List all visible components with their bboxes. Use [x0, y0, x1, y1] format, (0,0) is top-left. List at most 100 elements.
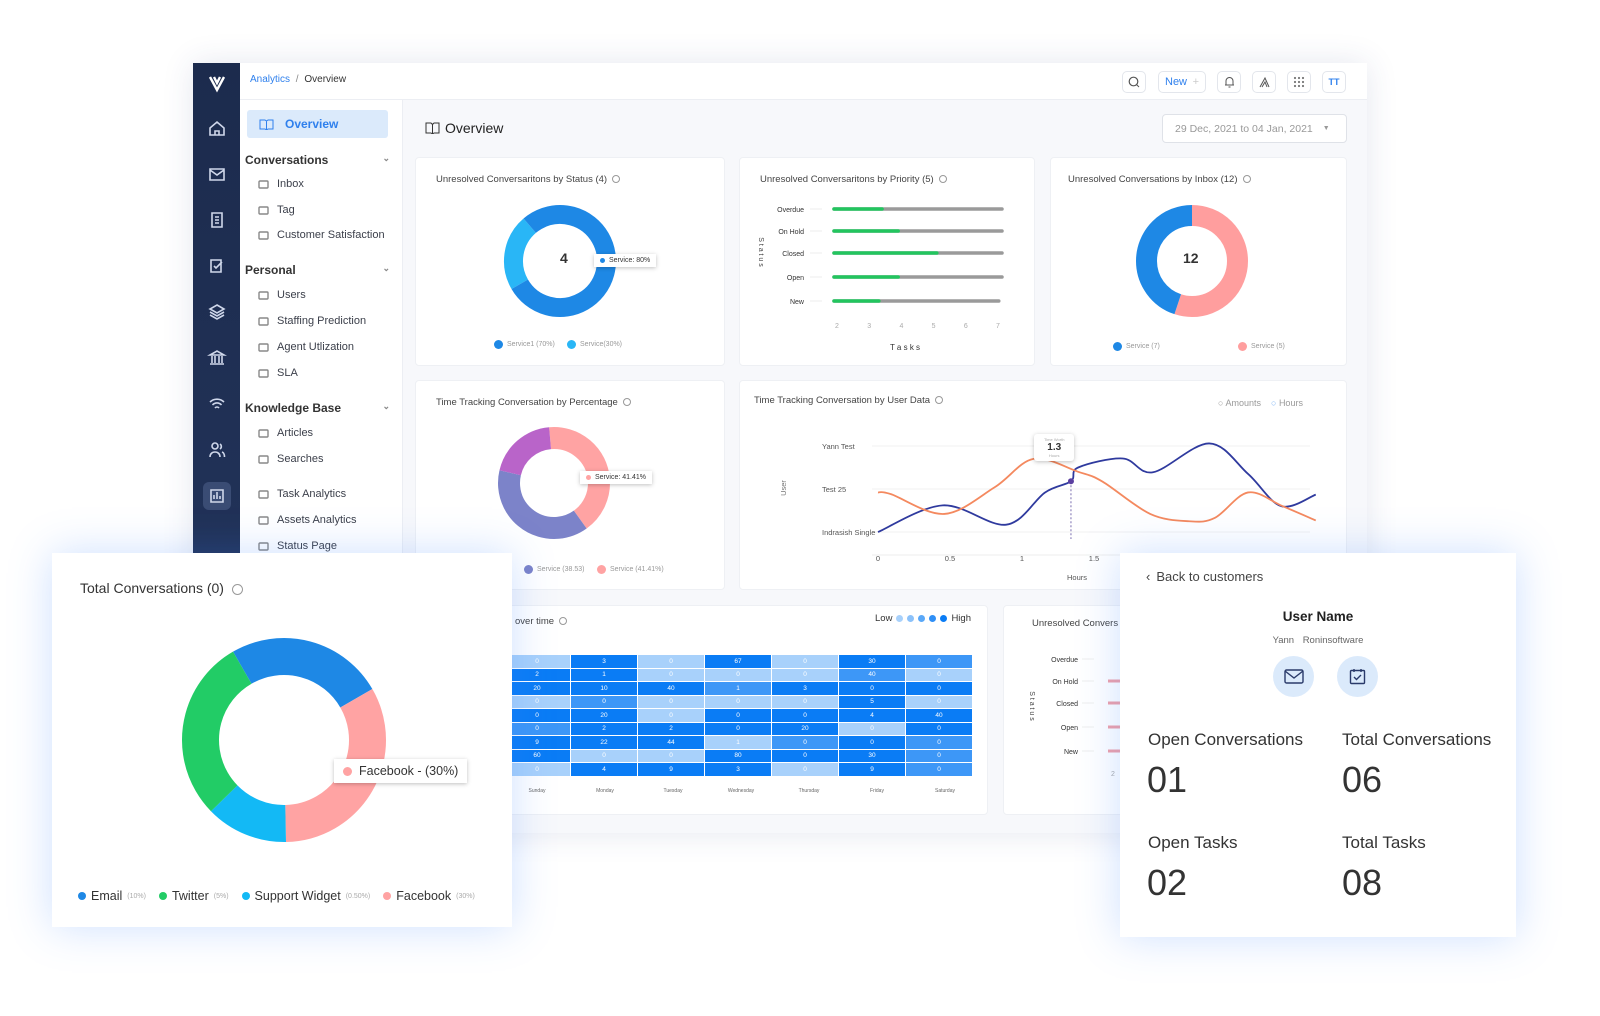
subnav-item[interactable]: Searches [258, 453, 323, 465]
subnav-item[interactable]: Staffing Prediction [258, 315, 366, 327]
heatmap-cell[interactable]: 22 [570, 735, 638, 750]
heatmap-cell[interactable]: 0 [771, 708, 839, 723]
breadcrumb-analytics[interactable]: Analytics [250, 74, 291, 85]
heatmap-cell[interactable]: 0 [771, 762, 839, 777]
search-button[interactable] [1122, 71, 1146, 93]
series-line-0[interactable] [877, 442, 1317, 533]
chart-nav-button[interactable] [203, 482, 231, 510]
subnav-item[interactable]: Articles [258, 427, 313, 439]
heatmap-cell[interactable]: 0 [704, 708, 772, 723]
subnav-item[interactable]: Assets Analytics [258, 514, 356, 526]
heatmap-cell[interactable]: 44 [637, 735, 705, 750]
heatmap-cell[interactable]: 4 [570, 762, 638, 777]
subnav-item[interactable]: Tag [258, 204, 295, 216]
heatmap-cell[interactable]: 0 [503, 654, 571, 669]
heatmap-cell[interactable]: 0 [637, 708, 705, 723]
legend-item[interactable]: Facebook (30%) [383, 889, 475, 903]
subnav-item[interactable]: Inbox [258, 178, 304, 190]
legend-item[interactable]: Support Widget (0.50%) [241, 889, 370, 903]
heatmap-cell[interactable]: 0 [771, 667, 839, 682]
heatmap-cell[interactable]: 0 [771, 694, 839, 709]
subnav-item[interactable]: SLA [258, 367, 298, 379]
heatmap-cell[interactable]: 0 [570, 748, 638, 763]
heatmap-cell[interactable]: 0 [704, 667, 772, 682]
donut-slice[interactable] [170, 626, 398, 854]
heatmap-cell[interactable]: 0 [905, 748, 973, 763]
avatar[interactable]: TT [1322, 71, 1346, 93]
subnav-item[interactable]: Users [258, 289, 306, 301]
subnav-section-conversations[interactable]: Conversations ⌄ [245, 153, 390, 167]
heatmap-cell[interactable]: 1 [570, 667, 638, 682]
heatmap-cell[interactable]: 0 [838, 681, 906, 696]
legend-item[interactable]: Twitter (5%) [158, 889, 229, 903]
signal-button[interactable] [1252, 71, 1276, 93]
heatmap-cell[interactable]: 20 [570, 708, 638, 723]
heatmap-cell[interactable]: 0 [771, 654, 839, 669]
layers-nav-button[interactable] [203, 298, 231, 326]
heatmap-cell[interactable]: 0 [637, 667, 705, 682]
heatmap-cell[interactable]: 0 [704, 694, 772, 709]
email-button[interactable] [1273, 656, 1314, 697]
subnav-item[interactable]: Status Page [258, 540, 337, 552]
calendar-button[interactable] [1337, 656, 1378, 697]
subnav-section-knowledge-base[interactable]: Knowledge Base ⌄ [245, 401, 390, 415]
heatmap-cell[interactable]: 4 [838, 708, 906, 723]
subnav-item-overview[interactable]: Overview [247, 110, 388, 138]
heatmap-cell[interactable]: 0 [637, 694, 705, 709]
heatmap-cell[interactable]: 9 [503, 735, 571, 750]
heatmap-cell[interactable]: 0 [905, 681, 973, 696]
date-range-picker[interactable]: 29 Dec, 2021 to 04 Jan, 2021 ▼ [1162, 114, 1347, 143]
heatmap-cell[interactable]: 3 [570, 654, 638, 669]
check-nav-button[interactable] [203, 252, 231, 280]
heatmap-cell[interactable]: 20 [503, 681, 571, 696]
legend-hours[interactable]: ○ Hours [1270, 398, 1303, 408]
heatmap-cell[interactable]: 30 [838, 654, 906, 669]
home-nav-button[interactable] [203, 114, 231, 142]
donut-slice[interactable] [170, 626, 398, 854]
back-to-customers-link[interactable]: ‹ Back to customers [1146, 569, 1264, 584]
heatmap-cell[interactable]: 0 [905, 735, 973, 750]
heatmap-cell[interactable]: 0 [637, 748, 705, 763]
heatmap-cell[interactable]: 1 [704, 735, 772, 750]
heatmap-cell[interactable]: 2 [503, 667, 571, 682]
document-nav-button[interactable] [203, 206, 231, 234]
heatmap-cell[interactable]: 40 [905, 708, 973, 723]
heatmap-cell[interactable]: 5 [838, 694, 906, 709]
heatmap-cell[interactable]: 0 [503, 708, 571, 723]
heatmap-cell[interactable]: 60 [503, 748, 571, 763]
heatmap-cell[interactable]: 0 [838, 735, 906, 750]
heatmap-cell[interactable]: 1 [704, 681, 772, 696]
heatmap-cell[interactable]: 0 [503, 694, 571, 709]
heatmap-cell[interactable]: 40 [838, 667, 906, 682]
heatmap-cell[interactable]: 2 [637, 721, 705, 736]
subnav-item[interactable]: Task Analytics [258, 488, 346, 500]
heatmap-cell[interactable]: 9 [637, 762, 705, 777]
heatmap-cell[interactable]: 0 [771, 735, 839, 750]
legend-item[interactable]: Email (10%) [78, 889, 146, 903]
hover-point[interactable] [1067, 478, 1074, 485]
heatmap-cell[interactable]: 80 [704, 748, 772, 763]
legend-amounts[interactable]: ○ Amounts [1218, 398, 1261, 408]
donut-slice[interactable] [1136, 205, 1248, 317]
heatmap-cell[interactable]: 0 [771, 748, 839, 763]
heatmap-cell[interactable]: 40 [637, 681, 705, 696]
heatmap-cell[interactable]: 67 [704, 654, 772, 669]
heatmap-cell[interactable]: 0 [503, 762, 571, 777]
heatmap-cell[interactable]: 0 [905, 721, 973, 736]
subnav-item[interactable]: Customer Satisfaction [258, 229, 385, 241]
series-line-1[interactable] [877, 457, 1317, 523]
heatmap-cell[interactable]: 0 [503, 721, 571, 736]
heatmap-cell[interactable]: 0 [704, 721, 772, 736]
heatmap-cell[interactable]: 0 [905, 694, 973, 709]
users-nav-button[interactable] [203, 436, 231, 464]
heatmap-cell[interactable]: 10 [570, 681, 638, 696]
heatmap-cell[interactable]: 20 [771, 721, 839, 736]
heatmap-cell[interactable]: 0 [905, 762, 973, 777]
heatmap-cell[interactable]: 0 [637, 654, 705, 669]
heatmap-cell[interactable]: 0 [905, 667, 973, 682]
notifications-button[interactable] [1217, 71, 1241, 93]
heatmap-cell[interactable]: 3 [704, 762, 772, 777]
heatmap-cell[interactable]: 0 [905, 654, 973, 669]
subnav-section-personal[interactable]: Personal ⌄ [245, 263, 390, 277]
donut-slice[interactable] [496, 197, 623, 324]
